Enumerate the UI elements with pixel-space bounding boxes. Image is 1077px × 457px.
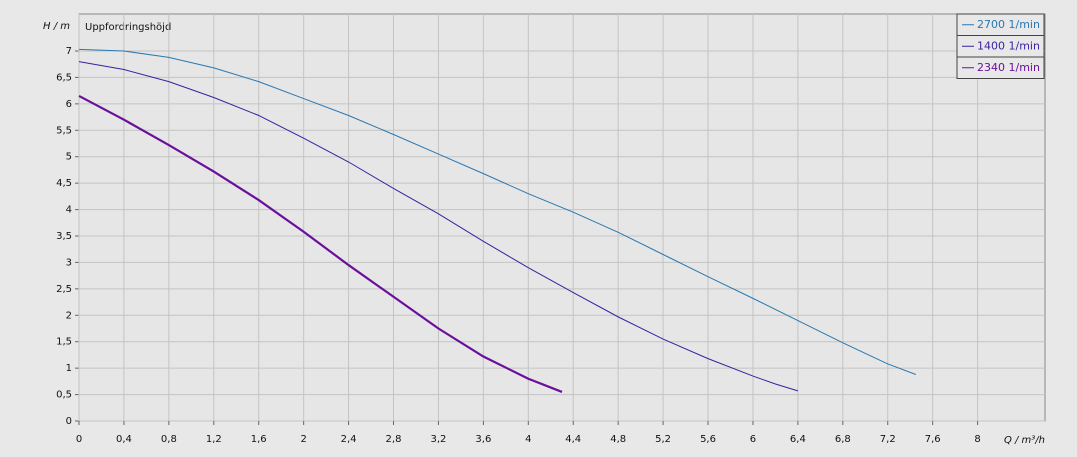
x-tick-label: 1,6: [251, 434, 267, 445]
x-tick-label: 2,4: [341, 434, 357, 445]
x-tick-label: 0,4: [116, 434, 132, 445]
y-tick-label: 2: [66, 310, 72, 321]
x-tick-label: 2: [300, 434, 306, 445]
y-tick-label: 3,5: [56, 231, 72, 242]
x-tick-label: 0: [76, 434, 82, 445]
legend-label: 2700 1/min: [977, 18, 1040, 31]
x-tick-label: 5,6: [700, 434, 716, 445]
x-tick-label: 0,8: [161, 434, 177, 445]
legend-box: [956, 56, 1045, 79]
x-tick-label: 6,8: [835, 434, 851, 445]
x-tick-label: 4,4: [565, 434, 581, 445]
x-tick-label: 6,4: [790, 434, 806, 445]
y-tick-label: 6: [66, 99, 72, 110]
y-tick-label: 5,5: [56, 125, 72, 136]
y-tick-label: 6,5: [56, 72, 72, 83]
y-tick-label: 3: [66, 257, 72, 268]
x-tick-label: 4: [525, 434, 531, 445]
y-tick-label: 2,5: [56, 284, 72, 295]
x-tick-label: 8: [974, 434, 980, 445]
x-tick-label: 3,6: [475, 434, 491, 445]
annotation: Uppfordringshöjd: [85, 22, 171, 33]
x-tick-label: 7,6: [925, 434, 941, 445]
x-tick-label: 7,2: [880, 434, 896, 445]
y-tick-label: 4,5: [56, 178, 72, 189]
x-tick-label: 6: [750, 434, 756, 445]
y-tick-label: 1: [66, 363, 72, 374]
x-tick-label: 3,2: [430, 434, 446, 445]
y-tick-label: 5: [66, 152, 72, 163]
x-tick-label: 2,8: [386, 434, 402, 445]
series-line: [78, 61, 799, 392]
legend-label: 2340 1/min: [977, 61, 1040, 74]
legend-label: 1400 1/min: [977, 39, 1040, 52]
x-axis-label: Q / m³/h: [1004, 435, 1045, 446]
series-line: [78, 48, 917, 375]
x-tick-label: 4,8: [610, 434, 626, 445]
y-tick-label: 7: [66, 46, 72, 57]
y-axis-label: H / m: [43, 21, 70, 32]
plot-area: [78, 13, 1046, 422]
y-tick-label: 0: [66, 416, 72, 427]
y-tick-label: 1,5: [56, 337, 72, 348]
x-tick-label: 5,2: [655, 434, 671, 445]
series-line: [78, 94, 563, 393]
y-tick-label: 4: [66, 205, 72, 216]
y-tick-label: 0,5: [56, 390, 72, 401]
x-tick-label: 1,2: [206, 434, 222, 445]
